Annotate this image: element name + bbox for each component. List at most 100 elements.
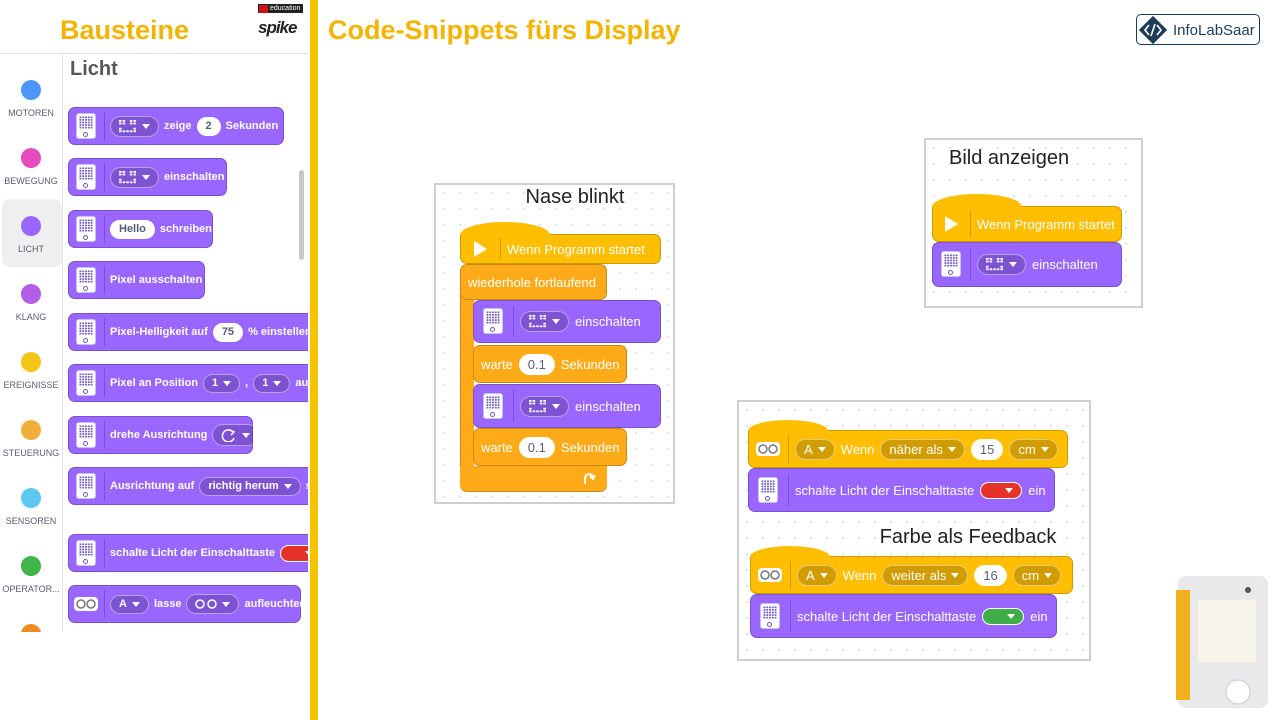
code-block[interactable]: wiederhole fortlaufend [460,264,607,300]
code-block[interactable]: A Wenn weiter als 16 cm [750,556,1073,594]
code-block[interactable]: Wenn Programm startet [460,234,661,264]
dropdown[interactable]: A [795,438,835,460]
block-icon-area [460,238,501,260]
block-label: auf [295,377,308,389]
category-dot[interactable] [21,216,41,236]
code-block[interactable]: A Wenn näher als 15 cm [748,430,1068,468]
matrix-image [529,399,547,413]
dropdown-caret [283,483,292,489]
shape [122,119,126,122]
category-dot[interactable] [21,352,41,372]
dropdown[interactable]: A [797,564,837,586]
hub-icon-button [83,440,88,446]
scrollbar[interactable] [299,170,304,260]
code-block[interactable]: einschalten [932,242,1122,287]
code-block[interactable]: einschalten [473,384,661,428]
input-field[interactable]: 16 [974,564,1007,586]
dropdown[interactable] [982,607,1025,625]
code-block[interactable]: einschalten [68,158,227,196]
sensor-icon [757,567,783,583]
shape [993,268,996,271]
block-label: Sekunden [560,356,620,372]
code-block[interactable]: Ausrichtung auf richtig herum se [68,467,308,505]
shape [222,429,236,442]
category-dot[interactable] [21,556,41,576]
code-block[interactable]: einschalten [473,300,661,343]
eyes-image-graphic [195,599,218,609]
dropdown[interactable] [212,424,253,446]
code-block[interactable]: Pixel an Position 1, 1 auf [68,364,308,402]
category-label: EREIGNISSE [3,380,59,390]
code-block[interactable]: Hello schreiben [68,210,213,248]
hub-icon-button [83,234,88,240]
category-dot[interactable] [21,488,41,508]
category-dot[interactable] [21,284,41,304]
code-block[interactable]: schalte Licht der Einschalttaste [68,534,308,572]
category-dot[interactable] [21,148,41,168]
shape [986,258,989,260]
block-label: aufleuchten [244,598,301,610]
input-field[interactable]: 0.1 [518,436,555,458]
dropdown[interactable]: cm [1009,438,1058,460]
block-label: zeige [164,120,192,132]
input-field[interactable]: 2 [196,116,221,136]
block-label: schreiben [159,223,212,235]
dropdown[interactable] [977,254,1026,275]
dropdown[interactable]: A [110,594,149,614]
hub-icon-button [83,388,88,394]
dropdown[interactable]: weiter als [882,564,969,586]
hub-icon-button [767,621,772,627]
input-field[interactable]: 0.1 [518,353,555,375]
dropdown[interactable]: 1 [253,373,291,393]
input-field[interactable]: 75 [212,322,244,342]
dropdown[interactable] [186,594,240,614]
code-block[interactable]: Wenn Programm startet [932,206,1122,242]
block-icon-area [473,390,514,422]
dropdown[interactable] [980,481,1023,499]
shape [543,399,546,402]
block-icon-area [68,215,105,243]
dropdown-caret [1040,446,1049,452]
hub-icon [76,318,96,345]
category-dot[interactable] [21,80,41,100]
input-field[interactable]: 15 [970,438,1004,460]
dropdown[interactable] [110,166,159,188]
dropdown[interactable] [280,544,308,562]
dropdown-caret [1005,487,1014,493]
code-block[interactable]: warte 0.1 Sekunden [473,345,627,383]
code-block[interactable]: schalte Licht der Einschalttaste ein [748,468,1055,512]
code-block[interactable]: zeige 2 Sekunden [68,107,284,145]
dropdown[interactable]: näher als [880,438,965,460]
code-block[interactable]: schalte Licht der Einschalttaste ein [750,594,1057,638]
code-block[interactable]: drehe Ausrichtung [68,416,253,454]
dropdown-label: richtig herum [208,479,279,492]
logo-text: InfoLabSaar [1173,22,1255,39]
shape [996,258,1000,260]
shape [768,444,778,454]
block-icon-area [68,421,105,449]
code-block[interactable]: warte 0.1 Sekunden [473,428,627,466]
play-icon-graphic [945,216,958,232]
block-label: Pixel ausschalten [110,274,203,286]
dropdown[interactable] [520,311,569,332]
divider-bar [310,0,318,720]
shape [133,178,136,181]
dropdown[interactable]: cm [1012,564,1062,586]
input-field[interactable]: Hello [110,219,155,239]
code-block[interactable]: Pixel-Helligkeit auf 75 % einstellen [68,313,308,351]
dropdown[interactable]: 1 [203,373,241,393]
category-dot[interactable] [21,420,41,440]
code-block[interactable]: Pixel ausschalten [68,261,205,299]
dropdown[interactable]: richtig herum [199,476,301,496]
shape [760,570,770,580]
dropdown[interactable] [520,395,569,417]
block-label: Wenn [842,567,877,583]
play-icon-graphic [474,241,487,257]
shape [986,265,989,268]
shape [539,317,543,320]
hub-icon-matrix [79,166,93,180]
matrix-image [986,258,1004,271]
dropdown[interactable] [110,115,159,137]
